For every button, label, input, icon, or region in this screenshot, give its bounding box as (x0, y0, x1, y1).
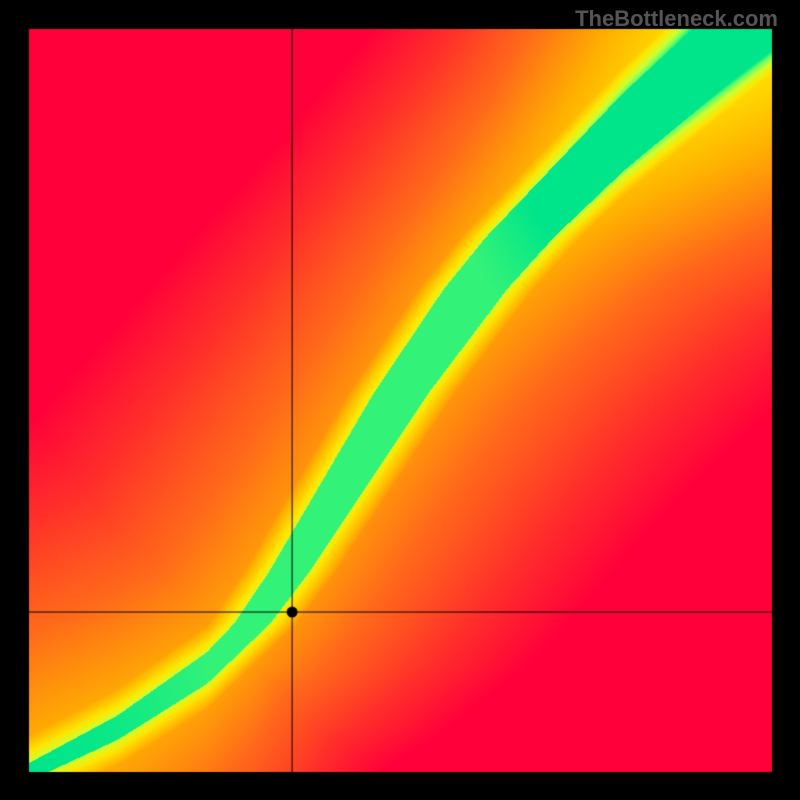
watermark-text: TheBottleneck.com (575, 6, 778, 32)
bottleneck-heatmap-canvas (0, 0, 800, 800)
chart-container: TheBottleneck.com (0, 0, 800, 800)
